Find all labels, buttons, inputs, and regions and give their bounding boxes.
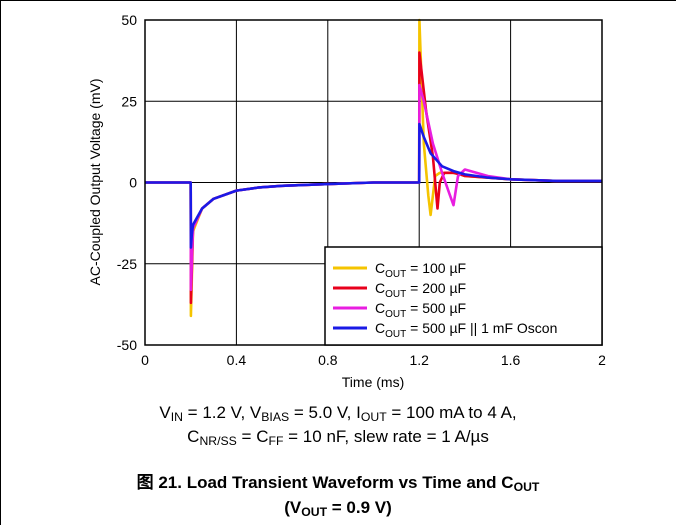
x-tick-label: 0 <box>141 352 149 368</box>
series-line-4 <box>145 122 602 249</box>
legend-box <box>324 246 603 346</box>
conditions-line-2: CNR/SS = CFF = 10 nF, slew rate = 1 A/µs <box>187 427 489 449</box>
legend-label-3: COUT = 500 µF <box>375 300 466 320</box>
figure-caption-line-2: (VOUT = 0.9 V) <box>284 498 392 520</box>
x-tick-label: 2 <box>598 352 606 368</box>
legend-label-2: COUT = 200 µF <box>375 280 466 300</box>
x-tick-label: 1.2 <box>409 352 429 368</box>
left-border <box>0 0 1 525</box>
x-tick-labels: 0 0.4 0.8 1.2 1.6 2 <box>141 352 606 368</box>
x-tick-label: 0.4 <box>227 352 247 368</box>
y-tick-label: 25 <box>121 93 137 109</box>
y-tick-label: 50 <box>121 12 137 28</box>
y-tick-label: -25 <box>117 256 137 272</box>
y-axis-label: AC-Coupled Output Voltage (mV) <box>87 79 103 286</box>
x-tick-label: 0.8 <box>318 352 338 368</box>
conditions-line-1: VIN = 1.2 V, VBIAS = 5.0 V, IOUT = 100 m… <box>159 403 517 425</box>
top-border <box>0 0 676 1</box>
y-tick-label: 0 <box>129 175 137 191</box>
legend-label-4: COUT = 500 µF || 1 mF Oscon <box>375 320 557 340</box>
x-tick-label: 1.6 <box>501 352 521 368</box>
load-transient-chart: 50 25 0 -25 -50 0 0.4 0.8 1.2 1.6 2 Time (ms) AC-… <box>87 12 606 390</box>
figure-caption-line-1: 图 21. Load Transient Waveform vs Time an… <box>136 473 540 495</box>
y-tick-label: -50 <box>117 337 137 353</box>
series-layer <box>145 18 602 318</box>
x-axis-label: Time (ms) <box>342 374 404 390</box>
legend-label-1: COUT = 100 µF <box>375 260 466 280</box>
y-tick-labels: 50 25 0 -25 -50 <box>117 12 137 353</box>
